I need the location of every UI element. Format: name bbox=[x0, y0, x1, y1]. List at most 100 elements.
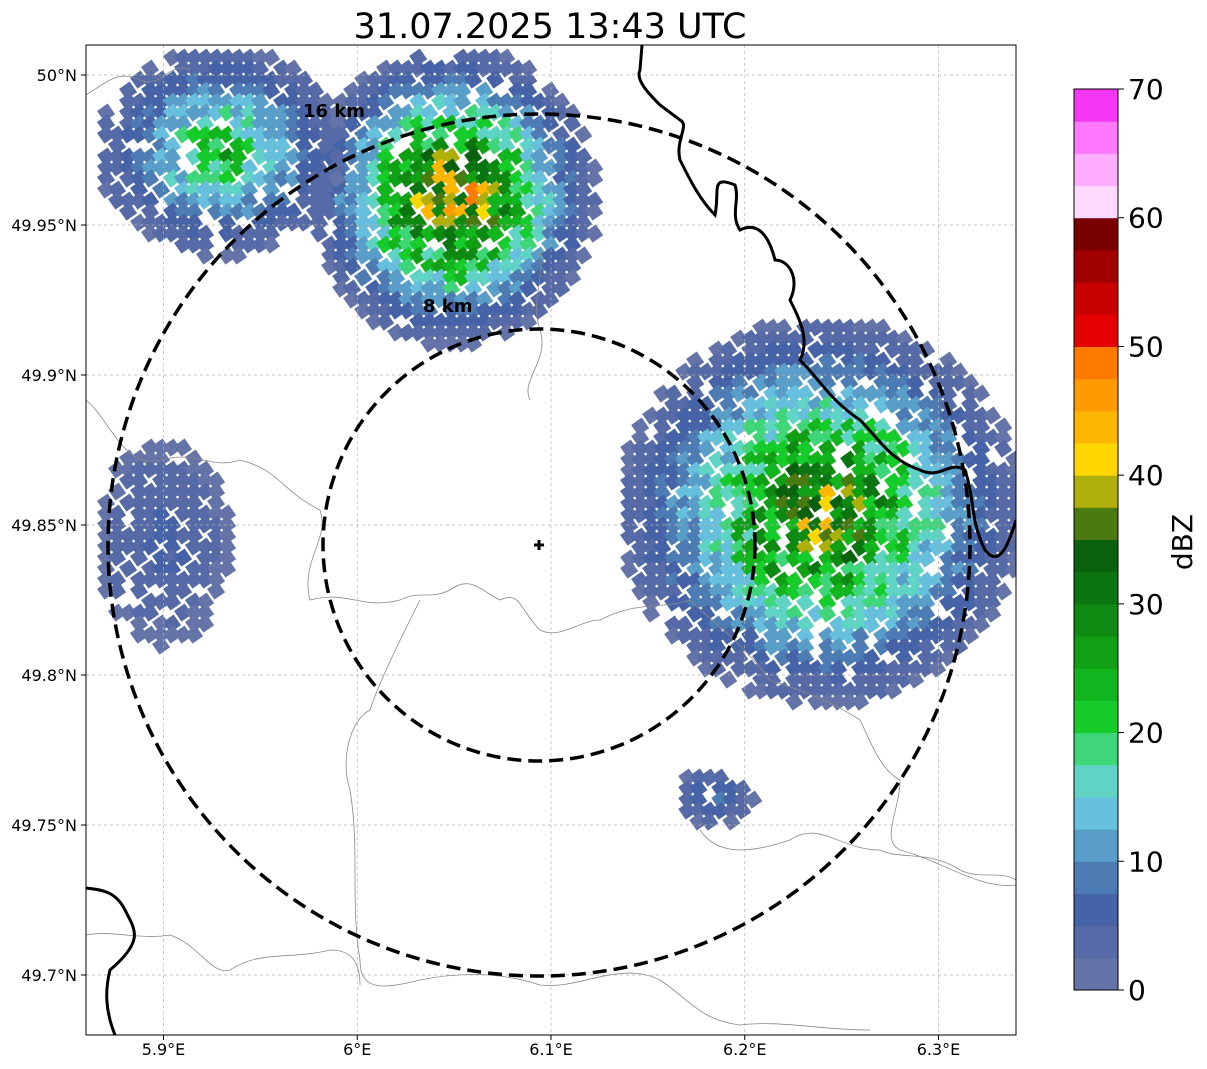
echo-pixel bbox=[664, 384, 683, 403]
echo-pixel bbox=[343, 224, 362, 243]
echo-pixel bbox=[387, 213, 406, 232]
echo-pixel bbox=[431, 290, 450, 309]
echo-pixel bbox=[752, 549, 771, 568]
echo-pixel bbox=[884, 516, 903, 535]
echo-pixel bbox=[752, 505, 771, 524]
echo-pixel bbox=[365, 114, 384, 133]
echo-pixel bbox=[284, 125, 303, 144]
echo-pixel bbox=[939, 439, 958, 458]
echo-pixel bbox=[365, 147, 384, 166]
echo-pixel bbox=[884, 428, 903, 447]
echo-pixel bbox=[829, 494, 848, 513]
echo-pixel bbox=[321, 257, 340, 276]
echo-pixel bbox=[733, 801, 752, 820]
echo-pixel bbox=[152, 92, 171, 111]
colorbar-tick-label: 10 bbox=[1128, 845, 1164, 878]
echo-pixel bbox=[218, 59, 237, 78]
echo-pixel bbox=[994, 505, 1013, 524]
echo-pixel bbox=[218, 548, 237, 567]
echo-pixel bbox=[563, 114, 582, 133]
echo-pixel bbox=[442, 59, 461, 78]
echo-pixel bbox=[207, 548, 226, 567]
echo-pixel bbox=[719, 417, 738, 436]
echo-pixel bbox=[185, 471, 204, 490]
echo-pixel bbox=[928, 516, 947, 535]
echo-pixel bbox=[519, 224, 538, 243]
echo-pixel bbox=[862, 417, 881, 436]
echo-pixel bbox=[420, 191, 439, 210]
echo-pixel bbox=[906, 428, 925, 447]
echo-pixel bbox=[486, 92, 505, 111]
echo-pixel bbox=[829, 428, 848, 447]
echo-pixel bbox=[574, 147, 593, 166]
echo-pixel bbox=[884, 450, 903, 469]
echo-pixel bbox=[653, 494, 672, 513]
echo-pixel bbox=[851, 604, 870, 623]
echo-pixel bbox=[184, 235, 204, 254]
echo-pixel bbox=[442, 268, 461, 287]
echo-pixel bbox=[130, 103, 149, 122]
echo-pixel bbox=[141, 438, 160, 457]
echo-pixel bbox=[741, 329, 760, 348]
echo-pixel bbox=[895, 538, 914, 557]
echo-pixel bbox=[365, 301, 384, 320]
echo-pixel bbox=[895, 439, 914, 458]
echo-pixel bbox=[752, 318, 771, 337]
echo-pixel bbox=[574, 158, 593, 177]
echo-pixel bbox=[239, 169, 259, 188]
echo-pixel bbox=[785, 538, 804, 557]
echo-pixel bbox=[519, 59, 538, 78]
echo-pixel bbox=[464, 257, 483, 276]
echo-pixel bbox=[354, 169, 373, 188]
echo-pixel bbox=[774, 406, 793, 425]
echo-pixel bbox=[174, 493, 193, 512]
echo-pixel bbox=[906, 659, 925, 678]
echo-pixel bbox=[195, 592, 215, 611]
echo-pixel bbox=[141, 92, 160, 111]
echo-pixel bbox=[552, 257, 571, 276]
echo-pixel bbox=[442, 279, 461, 298]
echo-pixel bbox=[818, 593, 837, 612]
echo-pixel bbox=[552, 268, 571, 287]
echo-pixel bbox=[163, 515, 182, 534]
echo-pixel bbox=[939, 472, 958, 491]
echo-pixel bbox=[719, 351, 738, 370]
echo-pixel bbox=[453, 224, 472, 243]
echo-pixel bbox=[273, 202, 292, 221]
echo-pixel bbox=[306, 114, 325, 133]
echo-pixel bbox=[497, 213, 516, 232]
echo-pixel bbox=[642, 483, 661, 502]
echo-pixel bbox=[785, 373, 804, 392]
echo-pixel bbox=[840, 450, 859, 469]
echo-pixel bbox=[173, 460, 193, 479]
echo-pixel bbox=[851, 560, 870, 579]
echo-pixel bbox=[928, 571, 947, 590]
colorbar-segment bbox=[1074, 539, 1118, 573]
echo-pixel bbox=[541, 180, 560, 199]
echo-pixel bbox=[328, 103, 347, 122]
echo-pixel bbox=[497, 301, 516, 320]
echo-pixel bbox=[796, 450, 815, 469]
echo-pixel bbox=[686, 549, 705, 568]
echo-pixel bbox=[475, 180, 494, 199]
echo-pixel bbox=[708, 362, 727, 381]
echo-pixel bbox=[906, 637, 925, 656]
echo-pixel bbox=[129, 603, 149, 622]
echo-pixel bbox=[818, 604, 837, 623]
echo-pixel bbox=[763, 681, 782, 700]
echo-pixel bbox=[398, 213, 417, 232]
echo-pixel bbox=[972, 615, 991, 634]
echo-pixel bbox=[785, 461, 804, 480]
echo-pixel bbox=[994, 516, 1013, 535]
echo-pixel bbox=[664, 549, 683, 568]
echo-pixel bbox=[163, 147, 182, 166]
echo-pixel bbox=[541, 202, 560, 221]
echo-pixel bbox=[541, 92, 560, 111]
echo-pixel bbox=[763, 362, 782, 381]
echo-pixel bbox=[711, 801, 730, 820]
echo-pixel bbox=[807, 340, 826, 359]
echo-pixel bbox=[664, 450, 683, 469]
echo-pixel bbox=[420, 147, 439, 166]
echo-pixel bbox=[442, 257, 461, 276]
echo-pixel bbox=[785, 582, 804, 601]
